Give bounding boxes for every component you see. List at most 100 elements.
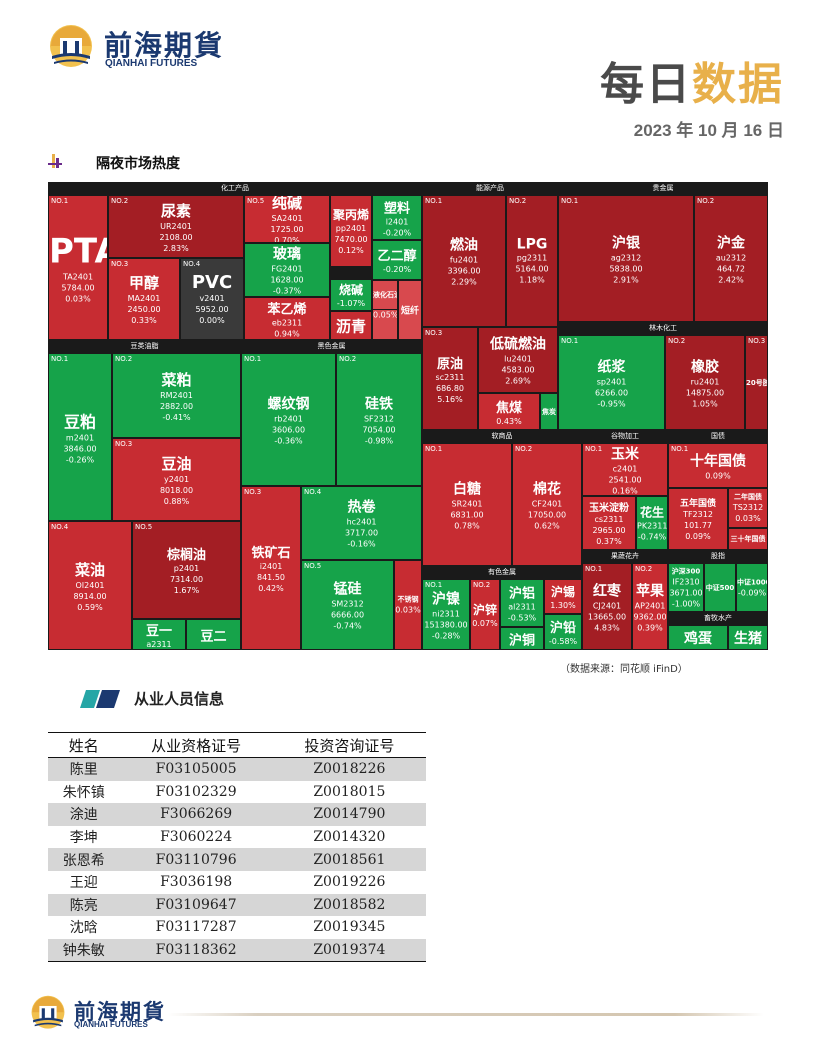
contract-price: 4583.00 — [501, 365, 535, 375]
contract-code: pp2401 — [335, 224, 367, 233]
contract-change: -0.16% — [347, 539, 376, 549]
contract-name: 苹果 — [636, 583, 664, 599]
staff-row: 陈里 F03105005 Z0018226 — [48, 757, 426, 781]
treemap-cell: 焦炭 — [540, 393, 558, 430]
contract-code: pg2311 — [516, 253, 548, 263]
contract-code: RM2401 — [160, 390, 193, 400]
contract-price: 8914.00 — [73, 591, 107, 601]
contract-name: 二年国债 — [734, 493, 762, 501]
contract-code: rb2401 — [274, 414, 303, 423]
rank-label: NO.3 — [115, 440, 133, 448]
staff-row: 王迎 F3036198 Z0019226 — [48, 871, 426, 894]
contract-name: 原油 — [436, 356, 463, 372]
contract-price: 6831.00 — [450, 510, 484, 519]
contract-name: 焦炭 — [542, 407, 556, 416]
rank-label: NO.2 — [115, 355, 133, 363]
contract-code: cs2311 — [594, 515, 624, 524]
treemap-cell: NO.1 燃油 fu2401 3396.00 2.29% — [422, 195, 506, 327]
staff-row: 沈晗 F03117287 Z0019345 — [48, 916, 426, 939]
contract-code: sc2311 — [435, 372, 465, 382]
contract-code: p2401 — [173, 564, 200, 573]
treemap-cell: NO.2 尿素 UR2401 2108.00 2.83% — [108, 195, 244, 258]
contract-change: 0.70% — [274, 236, 300, 243]
treemap-cell: 苯乙烯 eb2311 0.94% — [244, 297, 330, 340]
contract-price: 6666.00 — [330, 610, 365, 620]
contract-name: 乙二醇 — [377, 249, 417, 264]
sector-header: 化工产品 — [48, 182, 422, 195]
contract-name: 十年国债 — [690, 453, 746, 469]
contract-change: 0.05% — [373, 310, 398, 320]
bar-chart-icon — [48, 154, 62, 168]
contract-name: 硅铁 — [365, 396, 393, 412]
contract-name: 纸浆 — [597, 359, 626, 375]
contract-code: lu2401 — [504, 354, 532, 364]
contract-code: CF2401 — [531, 499, 563, 508]
staff-name: 陈亮 — [48, 893, 120, 917]
contract-name: 白糖 — [453, 481, 481, 497]
contract-name: 尿素 — [160, 201, 191, 220]
contract-code: SF2312 — [363, 414, 395, 423]
contract-code: v2401 — [199, 294, 225, 303]
rank-label: NO.2 — [111, 197, 129, 205]
treemap-cell: NO.4 PVC v2401 5952.00 0.00% — [180, 258, 244, 340]
treemap-cell: NO.1 白糖 SR2401 6831.00 0.78% — [422, 443, 512, 566]
rank-label: NO.1 — [425, 445, 443, 453]
column-header-name: 姓名 — [48, 732, 120, 758]
treemap-cell: 鸡蛋 — [668, 625, 728, 650]
contract-name: 豆二 — [200, 629, 227, 644]
contract-price: 17050.00 — [527, 510, 567, 519]
contract-code: PK2311 — [637, 521, 668, 531]
contract-change: -0.37% — [272, 286, 302, 296]
treemap-cell: 中证1000 -0.09% — [736, 563, 768, 612]
sector-header: 黑色金属 — [241, 340, 422, 353]
treemap-cell: 花生 PK2311 -0.74% — [636, 496, 668, 550]
contract-name: 螺纹钢 — [267, 396, 310, 412]
contract-price: 3717.00 — [344, 528, 379, 538]
contract-name: 沪锡 — [550, 584, 575, 599]
rank-label: NO.3 — [425, 329, 443, 337]
treemap-cell: 不锈钢 0.03% — [394, 560, 422, 650]
treemap-cell: NO.2 橡胶 ru2401 14875.00 1.05% — [665, 335, 745, 430]
contract-change: -0.74% — [333, 621, 362, 631]
contract-code: sp2401 — [596, 377, 627, 386]
treemap-cell: 玻璃 FG2401 1628.00 -0.37% — [244, 243, 330, 297]
staff-row: 李坤 F3060224 Z0014320 — [48, 826, 426, 849]
contract-price: 7054.00 — [362, 425, 396, 434]
contract-name: PVC — [191, 272, 233, 293]
contract-code: eb2311 — [271, 318, 303, 327]
sector-header: 有色金属 — [422, 566, 582, 579]
contract-change: 0.07% — [472, 618, 498, 628]
page-title: 每日数据 — [600, 59, 784, 110]
contract-code: SM2312 — [331, 599, 364, 609]
contract-change: 4.83% — [594, 623, 620, 632]
rank-label: NO.3 — [111, 260, 129, 268]
contract-change: 0.03% — [395, 605, 421, 615]
sector-header: 谷物加工 — [582, 430, 668, 443]
treemap-cell: NO.1 纸浆 sp2401 6266.00 -0.95% — [558, 335, 665, 430]
brand-name-en: QIANHAI FUTURES — [105, 58, 198, 69]
contract-change: 0.88% — [163, 496, 190, 506]
footer-divider — [168, 1013, 764, 1016]
contract-change: 0.39% — [637, 623, 663, 632]
contract-name: 沪镍 — [432, 591, 460, 607]
rank-label: NO.1 — [561, 337, 579, 345]
staff-row: 陈亮 F03109647 Z0018582 — [48, 893, 426, 917]
treemap-cell: NO.1 豆粕 m2401 3846.00 -0.26% — [48, 353, 112, 521]
treemap-cell: NO.1 玉米 c2401 2541.00 0.16% — [582, 443, 668, 496]
contract-change: -0.58% — [548, 637, 578, 646]
staff-name: 涂迪 — [48, 803, 120, 826]
contract-name: 玻璃 — [273, 246, 301, 263]
treemap-cell: NO.2 棉花 CF2401 17050.00 0.62% — [512, 443, 582, 566]
contract-code: FG2401 — [271, 264, 303, 274]
contract-price: 3396.00 — [447, 266, 481, 276]
treemap-cell: NO.2 硅铁 SF2312 7054.00 -0.98% — [336, 353, 422, 486]
treemap-cell: NO.3 20号胶 — [745, 335, 768, 430]
contract-change: 5.16% — [437, 394, 463, 404]
treemap-cell: NO.3 原油 sc2311 686.80 5.16% — [422, 327, 478, 430]
contract-code: fu2401 — [449, 255, 479, 265]
contract-name: 豆油 — [161, 454, 192, 473]
contract-price: 2108.00 — [159, 232, 193, 242]
contract-name: 沪铜 — [508, 633, 535, 648]
staff-name: 王迎 — [69, 875, 98, 892]
contract-change: 0.09% — [685, 532, 711, 541]
